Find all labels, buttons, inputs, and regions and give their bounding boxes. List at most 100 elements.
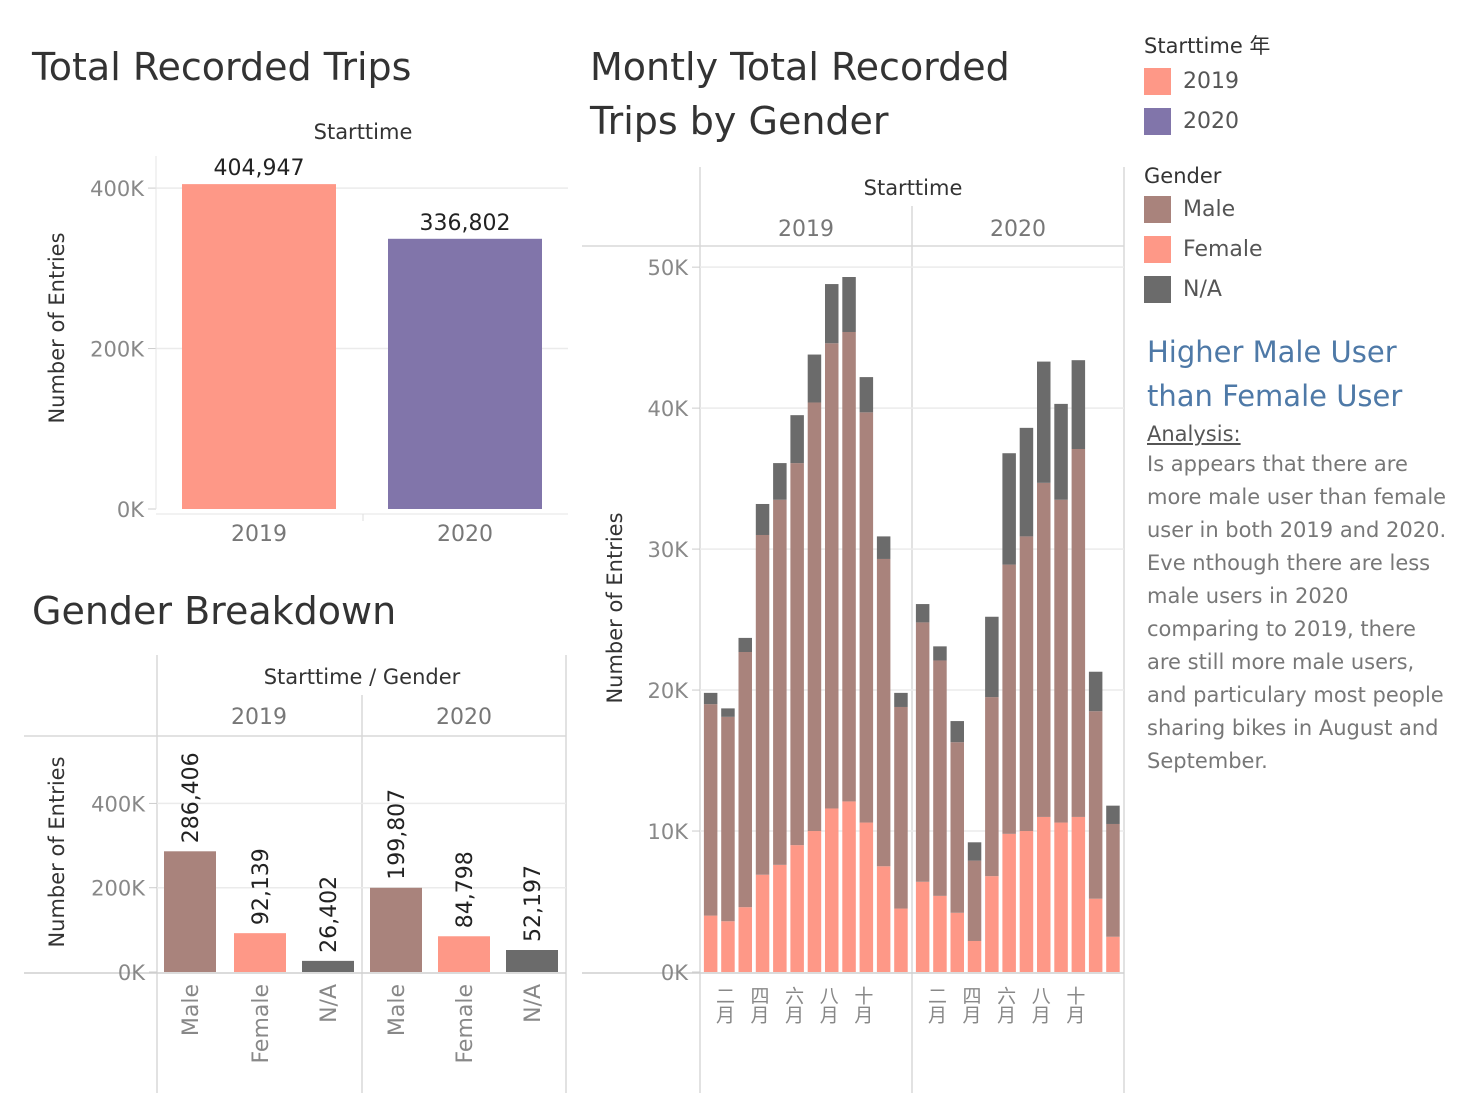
month-tick-label: 四月 — [960, 986, 982, 1024]
bar-segment-2020-m2-male — [933, 660, 947, 896]
legend-item-male[interactable]: Male — [1144, 196, 1263, 223]
legend-label-na: N/A — [1183, 277, 1222, 302]
bar-segment-2020-m12-na — [1106, 805, 1120, 824]
bar-segment-2020-m11-male — [1088, 711, 1103, 899]
y-tick-label: 400K — [91, 792, 146, 816]
bar-segment-2019-m8-female — [825, 808, 839, 972]
bar-segment-2020-m7-male — [1019, 536, 1034, 832]
bar-segment-2020-m6-female — [1002, 833, 1016, 972]
year-legend: Starttime 年 2019 2020 — [1144, 30, 1270, 135]
legend-swatch-na — [1144, 276, 1171, 303]
bar-segment-2020-m8-male — [1037, 482, 1051, 817]
monthly-title-line1: Montly Total Recorded — [590, 45, 1010, 89]
x-tick-label: N/A — [521, 984, 546, 1023]
bar-segment-2020-m12-male — [1106, 823, 1120, 937]
bar-segment-2019-m12-female — [894, 908, 908, 972]
x-tick-label: 2020 — [437, 522, 493, 547]
bar-segment-2019-m10-na — [859, 377, 874, 413]
y-tick-label: 0K — [118, 961, 146, 985]
bar-segment-2019-m6-male — [790, 463, 804, 846]
gender-breakdown-title: Gender Breakdown — [32, 589, 397, 633]
bar-segment-2020-m2-female — [933, 895, 947, 972]
insight-title: Higher Male User than Female User — [1147, 335, 1403, 413]
insight-panel: Higher Male User than Female User Analys… — [1147, 330, 1447, 778]
bar-segment-2019-m9-male — [842, 331, 856, 802]
y-tick-label: 0K — [117, 498, 145, 522]
bar-segment-2020-m9-female — [1054, 822, 1068, 972]
bar-segment-2019-m10-female — [859, 822, 874, 972]
y-tick-label: 50K — [648, 256, 690, 280]
bar-2019-na — [302, 960, 354, 972]
month-tick-label: 四月 — [748, 986, 770, 1024]
data-label: 199,807 — [385, 789, 410, 880]
gender-legend: Gender Male Female N/A — [1144, 164, 1263, 303]
month-tick-label: 八月 — [1029, 986, 1051, 1024]
legend-label-2020: 2020 — [1183, 109, 1239, 134]
bar-segment-2020-m5-female — [985, 876, 999, 972]
bar-segment-2019-m9-female — [842, 801, 856, 972]
bar-segment-2020-m10-na — [1071, 360, 1086, 449]
bar-segment-2019-m11-female — [876, 866, 891, 972]
legend-item-2020[interactable]: 2020 — [1144, 108, 1270, 135]
bar-segment-2020-m10-female — [1071, 816, 1086, 972]
bar-segment-2020-m1-na — [915, 604, 930, 623]
y-tick-label: 20K — [648, 679, 690, 703]
bar-2020-male — [370, 887, 422, 972]
y-tick-label: 200K — [90, 338, 145, 362]
bar-segment-2020-m11-na — [1088, 671, 1103, 712]
bar-segment-2020-m9-na — [1054, 403, 1068, 500]
bar-segment-2019-m3-female — [738, 907, 752, 972]
data-label: 404,947 — [214, 156, 305, 181]
legend-item-na[interactable]: N/A — [1144, 276, 1263, 303]
group-label-2019: 2019 — [231, 705, 287, 730]
legend-swatch-2019 — [1144, 68, 1171, 95]
total-trips-ylabel: Number of Entries — [45, 232, 69, 423]
bar-2020-female — [438, 936, 490, 972]
data-label: 286,406 — [179, 752, 204, 843]
bar-segment-2020-m7-female — [1019, 831, 1034, 972]
bar-segment-2019-m6-female — [790, 845, 804, 972]
legend-item-2019[interactable]: 2019 — [1144, 68, 1270, 95]
data-label: 84,798 — [453, 851, 478, 928]
legend-label-male: Male — [1183, 197, 1236, 222]
bar-segment-2020-m7-na — [1019, 427, 1034, 537]
bar-2020-na — [506, 950, 558, 972]
bar-2020 — [388, 238, 542, 509]
group-label-2019: 2019 — [778, 217, 834, 242]
bar-segment-2020-m4-male — [967, 860, 982, 941]
bar-segment-2019-m2-female — [721, 921, 735, 972]
bar-segment-2019-m7-male — [807, 402, 822, 832]
month-tick-label: 十月 — [851, 986, 873, 1024]
x-tick-label: N/A — [317, 984, 342, 1023]
month-tick-label: 二月 — [713, 986, 735, 1024]
month-tick-label: 六月 — [782, 986, 804, 1024]
x-tick-label: Male — [179, 984, 204, 1036]
y-tick-label: 10K — [648, 820, 690, 844]
bar-segment-2020-m4-female — [967, 940, 982, 972]
x-tick-label: Female — [453, 984, 478, 1064]
total-trips-title: Total Recorded Trips — [32, 45, 412, 89]
gender-legend-title: Gender — [1144, 164, 1222, 188]
month-tick-label: 二月 — [925, 986, 947, 1024]
bar-segment-2019-m1-na — [703, 692, 718, 705]
bar-segment-2020-m4-na — [967, 842, 982, 861]
bar-segment-2019-m3-na — [738, 637, 752, 652]
y-tick-label: 200K — [91, 877, 146, 901]
bar-segment-2019-m7-na — [807, 354, 822, 403]
x-tick-label: Female — [249, 984, 274, 1064]
month-tick-label: 八月 — [817, 986, 839, 1024]
y-tick-label: 400K — [90, 177, 145, 201]
group-label-2020: 2020 — [990, 217, 1046, 242]
bar-segment-2019-m4-na — [755, 503, 770, 535]
bar-segment-2019-m11-male — [876, 558, 891, 867]
legend-swatch-male — [1144, 196, 1171, 223]
monthly-trips-chart: Starttime Number of Entries 0K 10K 20K 30K 4… — [582, 167, 1125, 1093]
insight-subtitle: Analysis: — [1147, 422, 1241, 446]
legend-item-female[interactable]: Female — [1144, 236, 1263, 263]
legend-swatch-2020 — [1144, 108, 1171, 135]
y-tick-label: 30K — [648, 538, 690, 562]
bar-segment-2019-m12-na — [894, 692, 908, 707]
group-label-2020: 2020 — [436, 705, 492, 730]
bar-segment-2020-m10-male — [1071, 448, 1086, 817]
